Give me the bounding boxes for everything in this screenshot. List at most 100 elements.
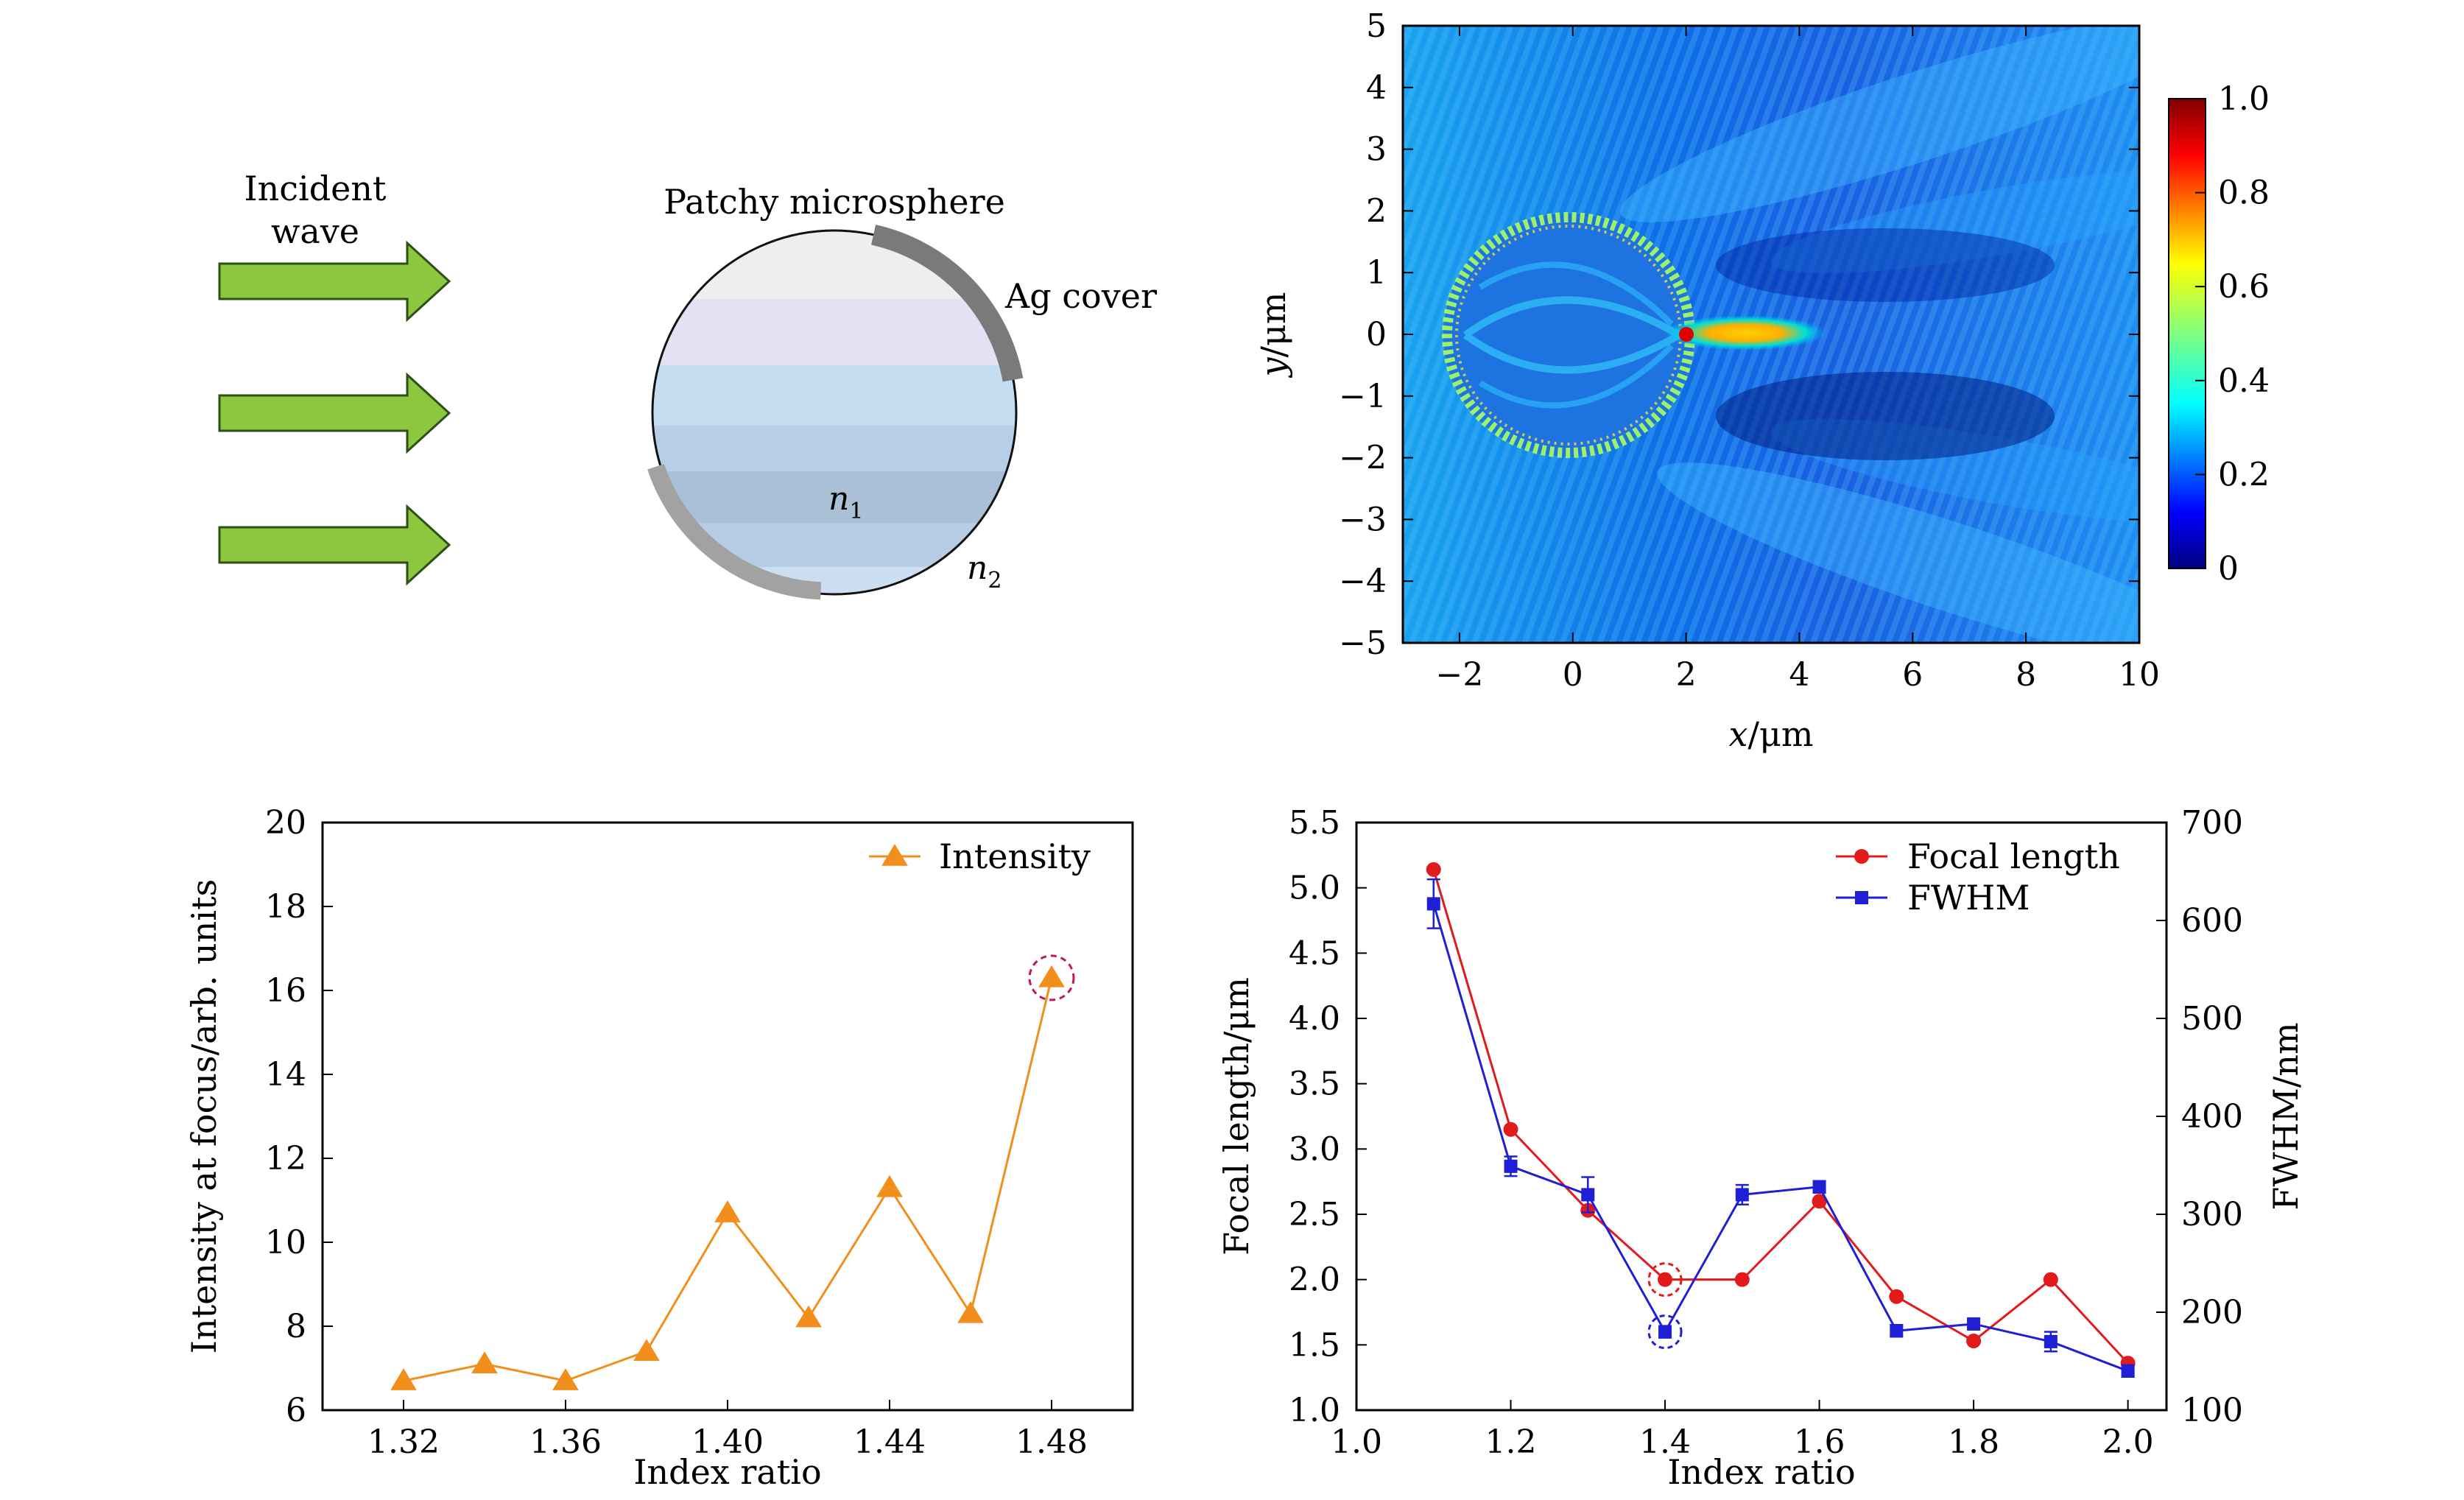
map-xtick-label: 6	[1902, 656, 1923, 694]
incident-label-line1: Incident	[244, 169, 387, 208]
focal-ytick-label: 1.0	[1289, 1392, 1340, 1429]
fwhm-line	[1432, 903, 2129, 1373]
n2-label: n2	[967, 549, 1002, 594]
map-ytick-label: 5	[1366, 7, 1387, 45]
n1-label: n1	[828, 480, 863, 524]
colorbar-tick-label: 0.4	[2218, 362, 2270, 400]
focal-ytick-label: 4.0	[1289, 1000, 1340, 1038]
map-ytick-label: 4	[1366, 69, 1387, 107]
map-ytick-label: 2	[1366, 192, 1387, 230]
intensity-point	[714, 1200, 741, 1222]
map-ytick-label: −1	[1339, 378, 1387, 415]
map-xtick-label: 0	[1563, 656, 1583, 694]
focal-point	[2043, 1272, 2058, 1287]
focal-xtick-label: 1.8	[1948, 1423, 1999, 1461]
focal-ylabel: Focal length/μm	[1217, 977, 1256, 1256]
intensity-legend-label: Intensity	[939, 837, 1091, 876]
field-map-xlabel: x/μm	[1729, 714, 1814, 754]
map-xtick-label: −2	[1435, 656, 1483, 694]
focal-legend-label: Focal length	[1907, 837, 2120, 876]
fwhm-ytick-label: 400	[2181, 1098, 2243, 1135]
map-xtick-label: 10	[2119, 656, 2160, 694]
fwhm-legend-label: FWHM	[1907, 878, 2030, 918]
map-ytick-label: −2	[1339, 440, 1387, 477]
incident-arrow-2	[218, 372, 451, 454]
focal-legend-marker	[1854, 849, 1869, 864]
intensity-point	[1038, 965, 1065, 987]
fwhm-point	[1967, 1317, 1981, 1331]
schematic-diagram: Incident wave Patchy microsphere Ag cove…	[218, 169, 1157, 600]
intensity-ytick-label: 6	[286, 1392, 306, 1429]
microsphere-outline	[651, 229, 1018, 596]
fwhm-point	[1812, 1180, 1826, 1194]
fwhm-point	[1426, 897, 1440, 911]
intensity-ytick-label: 14	[265, 1056, 306, 1094]
colorbar-tick-label: 0.6	[2218, 268, 2270, 306]
map-xtick-label: 4	[1789, 656, 1809, 694]
ag-cover-top	[870, 225, 1024, 382]
focal-point	[1734, 1272, 1750, 1287]
focal-ytick-label: 2.5	[1289, 1196, 1340, 1233]
intensity-point	[957, 1300, 984, 1323]
colorbar-tick-label: 0.8	[2218, 175, 2270, 212]
ag-cover-bottom	[647, 463, 822, 600]
focal-point	[1966, 1334, 1982, 1349]
focal-ytick-label: 5.5	[1289, 804, 1340, 842]
fwhm-point	[1735, 1188, 1749, 1202]
focal-point	[1889, 1289, 1904, 1304]
sphere-label: Patchy microsphere	[663, 182, 1005, 222]
intensity-ytick-label: 20	[265, 804, 306, 842]
intensity-xlabel: Index ratio	[633, 1452, 821, 1492]
intensity-highlight-circle	[1028, 954, 1075, 1001]
field-image	[1403, 26, 2139, 643]
incident-arrow-1	[218, 240, 451, 323]
intensity-chart: 1.32 1.36 1.40 1.44 1.48 6 8 10 12 14 16 18 20 Inten…	[184, 804, 1134, 1492]
fwhm-point	[1504, 1159, 1518, 1173]
focal-xtick-label: 1.6	[1794, 1423, 1845, 1461]
focal-xtick-label: 1.2	[1485, 1423, 1537, 1461]
focal-xtick-label: 1.4	[1639, 1423, 1691, 1461]
fwhm-ytick-label: 700	[2181, 804, 2243, 842]
intensity-ytick-label: 12	[265, 1140, 306, 1177]
focal-ytick-label: 3.5	[1289, 1066, 1340, 1103]
focal-xlabel: Index ratio	[1667, 1452, 1855, 1492]
map-ytick-label: −3	[1339, 501, 1387, 538]
colorbar-tick-label: 1.0	[2218, 80, 2270, 118]
fwhm-point	[2044, 1334, 2058, 1348]
intensity-ylabel: Intensity at focus/arb. units	[184, 879, 224, 1353]
focal-ytick-label: 3.0	[1289, 1130, 1340, 1168]
focal-highlight-circle	[1647, 1262, 1683, 1297]
intensity-xtick-label: 1.40	[691, 1423, 764, 1461]
map-xtick-label: 8	[2016, 656, 2036, 694]
focal-highlight-circle	[1647, 1314, 1683, 1350]
intensity-ytick-label: 8	[286, 1308, 306, 1345]
map-ytick-label: −4	[1339, 563, 1387, 600]
fwhm-ytick-label: 100	[2181, 1392, 2243, 1429]
intensity-xtick-label: 1.44	[853, 1423, 926, 1461]
incident-arrow-3	[218, 504, 451, 586]
intensity-ytick-label: 16	[265, 972, 306, 1010]
ag-cover-label: Ag cover	[1004, 276, 1157, 316]
focal-xtick-label: 1.0	[1331, 1423, 1382, 1461]
map-ytick-label: −5	[1339, 624, 1387, 662]
incident-label-line2: wave	[271, 211, 359, 251]
fwhm-point	[1581, 1188, 1595, 1202]
colorbar-tick-label: 0	[2218, 550, 2239, 588]
fwhm-point	[1658, 1325, 1672, 1339]
focal-xtick-label: 2.0	[2102, 1423, 2154, 1461]
focal-ytick-label: 5.0	[1289, 870, 1340, 907]
intensity-point	[795, 1305, 822, 1328]
intensity-point	[552, 1368, 579, 1390]
focal-point	[1503, 1122, 1518, 1137]
focal-plot-frame	[1355, 821, 2168, 1412]
fwhm-ytick-label: 600	[2181, 902, 2243, 940]
fwhm-point	[1890, 1324, 1904, 1338]
fwhm-point	[2121, 1364, 2135, 1378]
focal-ytick-label: 4.5	[1289, 934, 1340, 972]
fwhm-ylabel: FWHM/nm	[2266, 1022, 2306, 1210]
fwhm-ytick-label: 300	[2181, 1196, 2243, 1233]
map-ytick-label: 0	[1366, 316, 1387, 353]
focal-line	[1432, 869, 2129, 1365]
